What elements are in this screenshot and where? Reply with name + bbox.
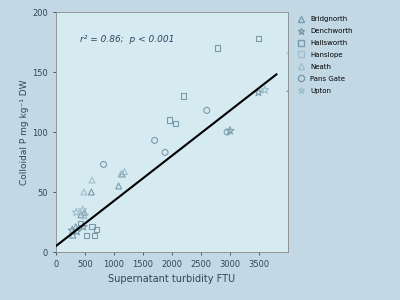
Point [80, 224, 86, 229]
Point [81, 210, 88, 215]
Point [214, 46, 220, 50]
Point [78, 212, 84, 217]
Point [72, 224, 79, 229]
X-axis label: Supernatant turbidity FTU: Supernatant turbidity FTU [108, 274, 236, 284]
Point [118, 172, 124, 176]
Point [255, 90, 262, 95]
Y-axis label: Colloidal P mg kg⁻¹ DW: Colloidal P mg kg⁻¹ DW [20, 79, 29, 185]
Point [89, 178, 95, 182]
Point [290, 127, 297, 132]
Point [89, 224, 95, 229]
Point [162, 150, 168, 155]
Point [77, 221, 84, 226]
Point [255, 36, 262, 41]
Point [73, 210, 80, 215]
Point [152, 138, 158, 143]
Point [81, 190, 87, 194]
Legend: Bridgnorth, Denchworth, Hallsworth, Hanslope, Neath, Pans Gate, Upton: Bridgnorth, Denchworth, Hallsworth, Hans… [294, 16, 354, 94]
Point [262, 88, 268, 92]
Point [166, 118, 172, 122]
Point [288, 52, 294, 56]
Point [116, 184, 122, 188]
Point [180, 94, 187, 98]
Point [74, 229, 80, 234]
Point [119, 172, 125, 176]
Point [288, 90, 294, 95]
Point [69, 228, 76, 233]
Text: r² = 0.86;  p < 0.001: r² = 0.86; p < 0.001 [80, 35, 175, 44]
Point [227, 128, 233, 133]
Point [224, 130, 230, 134]
Point [70, 233, 76, 238]
Point [91, 233, 98, 238]
Point [172, 121, 179, 126]
Point [100, 162, 107, 167]
Point [84, 233, 90, 238]
Point [121, 169, 128, 174]
Point [81, 214, 88, 218]
Point [94, 227, 100, 232]
Point [204, 108, 210, 113]
Point [88, 190, 94, 194]
Point [80, 208, 86, 212]
